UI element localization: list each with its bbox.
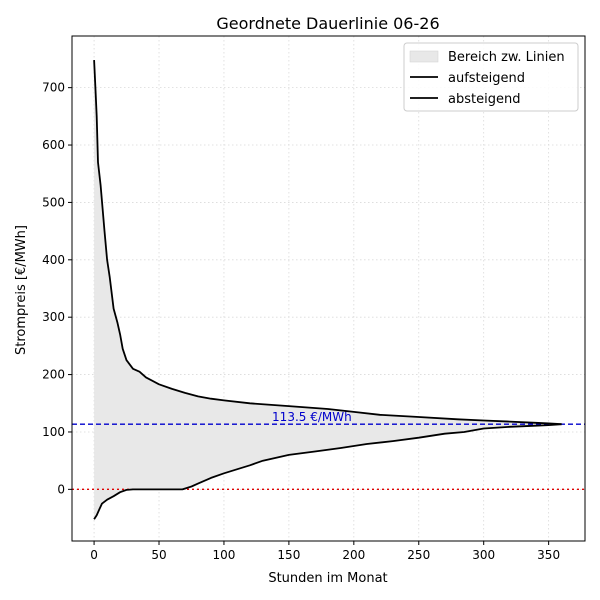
y-tick-label: 100 <box>42 425 65 439</box>
legend: Bereich zw. Linien aufsteigend absteigen… <box>403 42 579 112</box>
grid-lines <box>72 36 585 541</box>
mean-price-annotation: 113.5 €/MWh <box>272 410 352 424</box>
x-tick-label: 150 <box>277 548 300 562</box>
y-tick-label: 700 <box>42 81 65 95</box>
legend-label-fill: Bereich zw. Linien <box>448 50 565 65</box>
y-tick-label: 600 <box>42 138 65 152</box>
x-axis-label: Stunden im Monat <box>268 571 387 586</box>
x-tick-label: 200 <box>342 548 365 562</box>
axis-ticks: 0 50 100 150 200 250 300 350 0 100 200 300 400 500 600… <box>42 81 560 562</box>
plot-frame <box>71 35 586 542</box>
x-tick-label: 100 <box>212 548 235 562</box>
y-tick-label: 300 <box>42 310 65 324</box>
y-tick-label: 0 <box>57 482 65 496</box>
legend-swatch-fill <box>409 50 439 63</box>
legend-label-descending: absteigend <box>448 92 520 107</box>
ascending-series-line <box>93 423 562 520</box>
x-tick-label: 50 <box>151 548 166 562</box>
y-axis-label: Strompreis [€/MWh] <box>14 225 29 355</box>
descending-series-line <box>93 60 562 426</box>
area-between-lines <box>94 60 562 520</box>
fill-area <box>94 60 562 520</box>
legend-label-ascending: aufsteigend <box>448 71 525 86</box>
x-tick-label: 250 <box>407 548 430 562</box>
y-tick-label: 400 <box>42 253 65 267</box>
legend-box <box>403 42 579 112</box>
x-tick-label: 350 <box>537 548 560 562</box>
x-tick-label: 0 <box>90 548 98 562</box>
x-tick-label: 300 <box>472 548 495 562</box>
y-tick-label: 500 <box>42 195 65 209</box>
chart-title: Geordnete Dauerlinie 06-26 <box>216 14 439 33</box>
y-tick-label: 200 <box>42 368 65 382</box>
series-lines <box>93 60 562 520</box>
